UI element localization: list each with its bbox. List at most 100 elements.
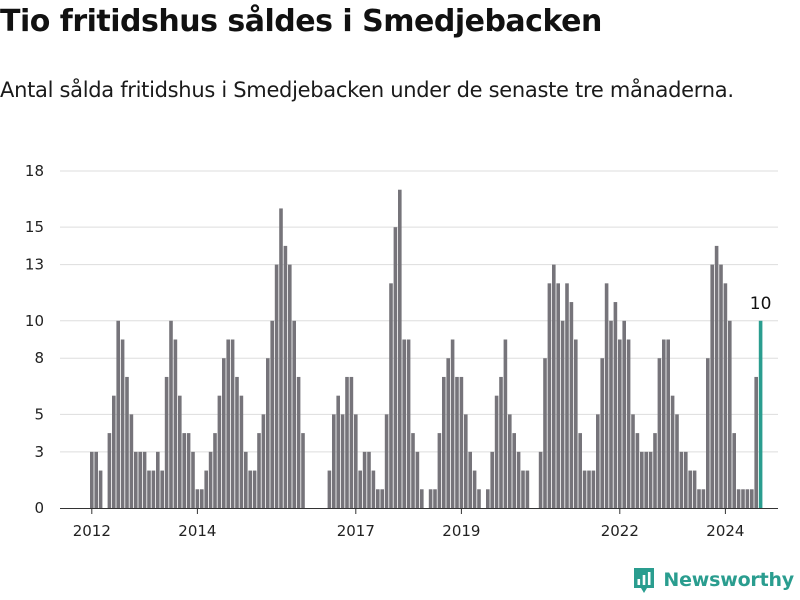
- y-axis-ticks: 0 3 5 8 10 13 15 18: [25, 162, 44, 517]
- bar: [508, 414, 512, 508]
- bar: [406, 339, 411, 508]
- bar: [543, 358, 547, 508]
- bar: [499, 376, 503, 508]
- bar: [376, 489, 380, 508]
- y-tick-label: 18: [25, 162, 44, 180]
- bar: [327, 470, 332, 508]
- bar: [591, 470, 596, 508]
- bar: [138, 451, 142, 508]
- y-tick-label: 5: [34, 405, 44, 423]
- bar: [160, 470, 164, 508]
- bar: [688, 470, 692, 508]
- bar: [679, 451, 684, 508]
- bar: [398, 189, 402, 508]
- bar: [609, 320, 613, 508]
- bar: [134, 451, 138, 508]
- bar: [486, 489, 490, 508]
- bar: [622, 320, 626, 508]
- highlight-value-label: 10: [750, 294, 772, 314]
- bar: [90, 451, 94, 508]
- bar: [648, 451, 653, 508]
- bar: [446, 358, 450, 508]
- bar: [732, 433, 736, 508]
- brand-name: Newsworthy: [663, 569, 794, 591]
- x-tick-label: 2012: [73, 522, 111, 540]
- bar: [662, 339, 666, 508]
- bar: [204, 470, 208, 508]
- bar: [296, 376, 301, 508]
- bar: [552, 264, 556, 508]
- bar: [631, 414, 635, 508]
- bar: [362, 451, 367, 508]
- x-tick-label: 2017: [337, 522, 375, 540]
- bar: [728, 320, 732, 508]
- chart-title: Tio fritidshus såldes i Smedjebacken: [0, 4, 602, 39]
- bar: [587, 470, 591, 508]
- bar: [556, 283, 560, 508]
- brand-logo: Newsworthy: [632, 566, 794, 594]
- bar: [472, 470, 477, 508]
- bar: [578, 433, 582, 508]
- bar: [723, 283, 728, 508]
- bar: [125, 376, 129, 508]
- x-tick-label: 2019: [442, 522, 480, 540]
- bar: [692, 470, 697, 508]
- bar: [120, 339, 125, 508]
- bar: [226, 339, 230, 508]
- x-axis-ticks: 2012 2014 2017 2019 2022 2024: [73, 508, 744, 540]
- y-tick-label: 8: [34, 349, 44, 367]
- bar: [169, 320, 173, 508]
- bar: [349, 376, 354, 508]
- bar: [420, 489, 424, 508]
- bar: [428, 489, 433, 508]
- bar: [340, 414, 345, 508]
- bar: [613, 302, 618, 508]
- bar: [525, 470, 530, 508]
- bar: [345, 376, 349, 508]
- bar: [719, 264, 723, 508]
- bar: [107, 433, 112, 508]
- x-tick-label: 2022: [601, 522, 639, 540]
- bar: [283, 245, 288, 508]
- bar: [116, 320, 120, 508]
- bar: [178, 395, 182, 508]
- bar: [477, 489, 481, 508]
- bar: [626, 339, 631, 508]
- bar: [129, 414, 134, 508]
- bar: [741, 489, 745, 508]
- bar: [754, 376, 758, 508]
- bar: [257, 433, 261, 508]
- bar: [380, 489, 384, 508]
- bar: [618, 339, 622, 508]
- bar: [393, 227, 398, 509]
- bar: [675, 414, 679, 508]
- bars: [90, 189, 763, 509]
- bar: [332, 414, 336, 508]
- y-tick-label: 3: [34, 443, 44, 461]
- bar: [301, 433, 305, 508]
- bar: [714, 245, 719, 508]
- bar: [248, 470, 252, 508]
- x-tick-label: 2014: [178, 522, 216, 540]
- bar: [191, 451, 195, 508]
- bar: [437, 433, 442, 508]
- bar: [354, 414, 358, 508]
- bar: [710, 264, 714, 508]
- bar: [468, 451, 472, 508]
- bar: [217, 395, 222, 508]
- bar: [252, 470, 257, 508]
- newsworthy-logo-icon: [634, 568, 655, 593]
- bar: [213, 433, 217, 508]
- bar: [604, 283, 609, 508]
- bar: [367, 451, 371, 508]
- bar: [142, 451, 147, 508]
- bar: [112, 395, 116, 508]
- bar: [464, 414, 468, 508]
- bar: [98, 470, 103, 508]
- bar: [547, 283, 552, 508]
- bar: [384, 414, 389, 508]
- bar: [490, 451, 494, 508]
- bar: [200, 489, 204, 508]
- bar: [666, 339, 670, 508]
